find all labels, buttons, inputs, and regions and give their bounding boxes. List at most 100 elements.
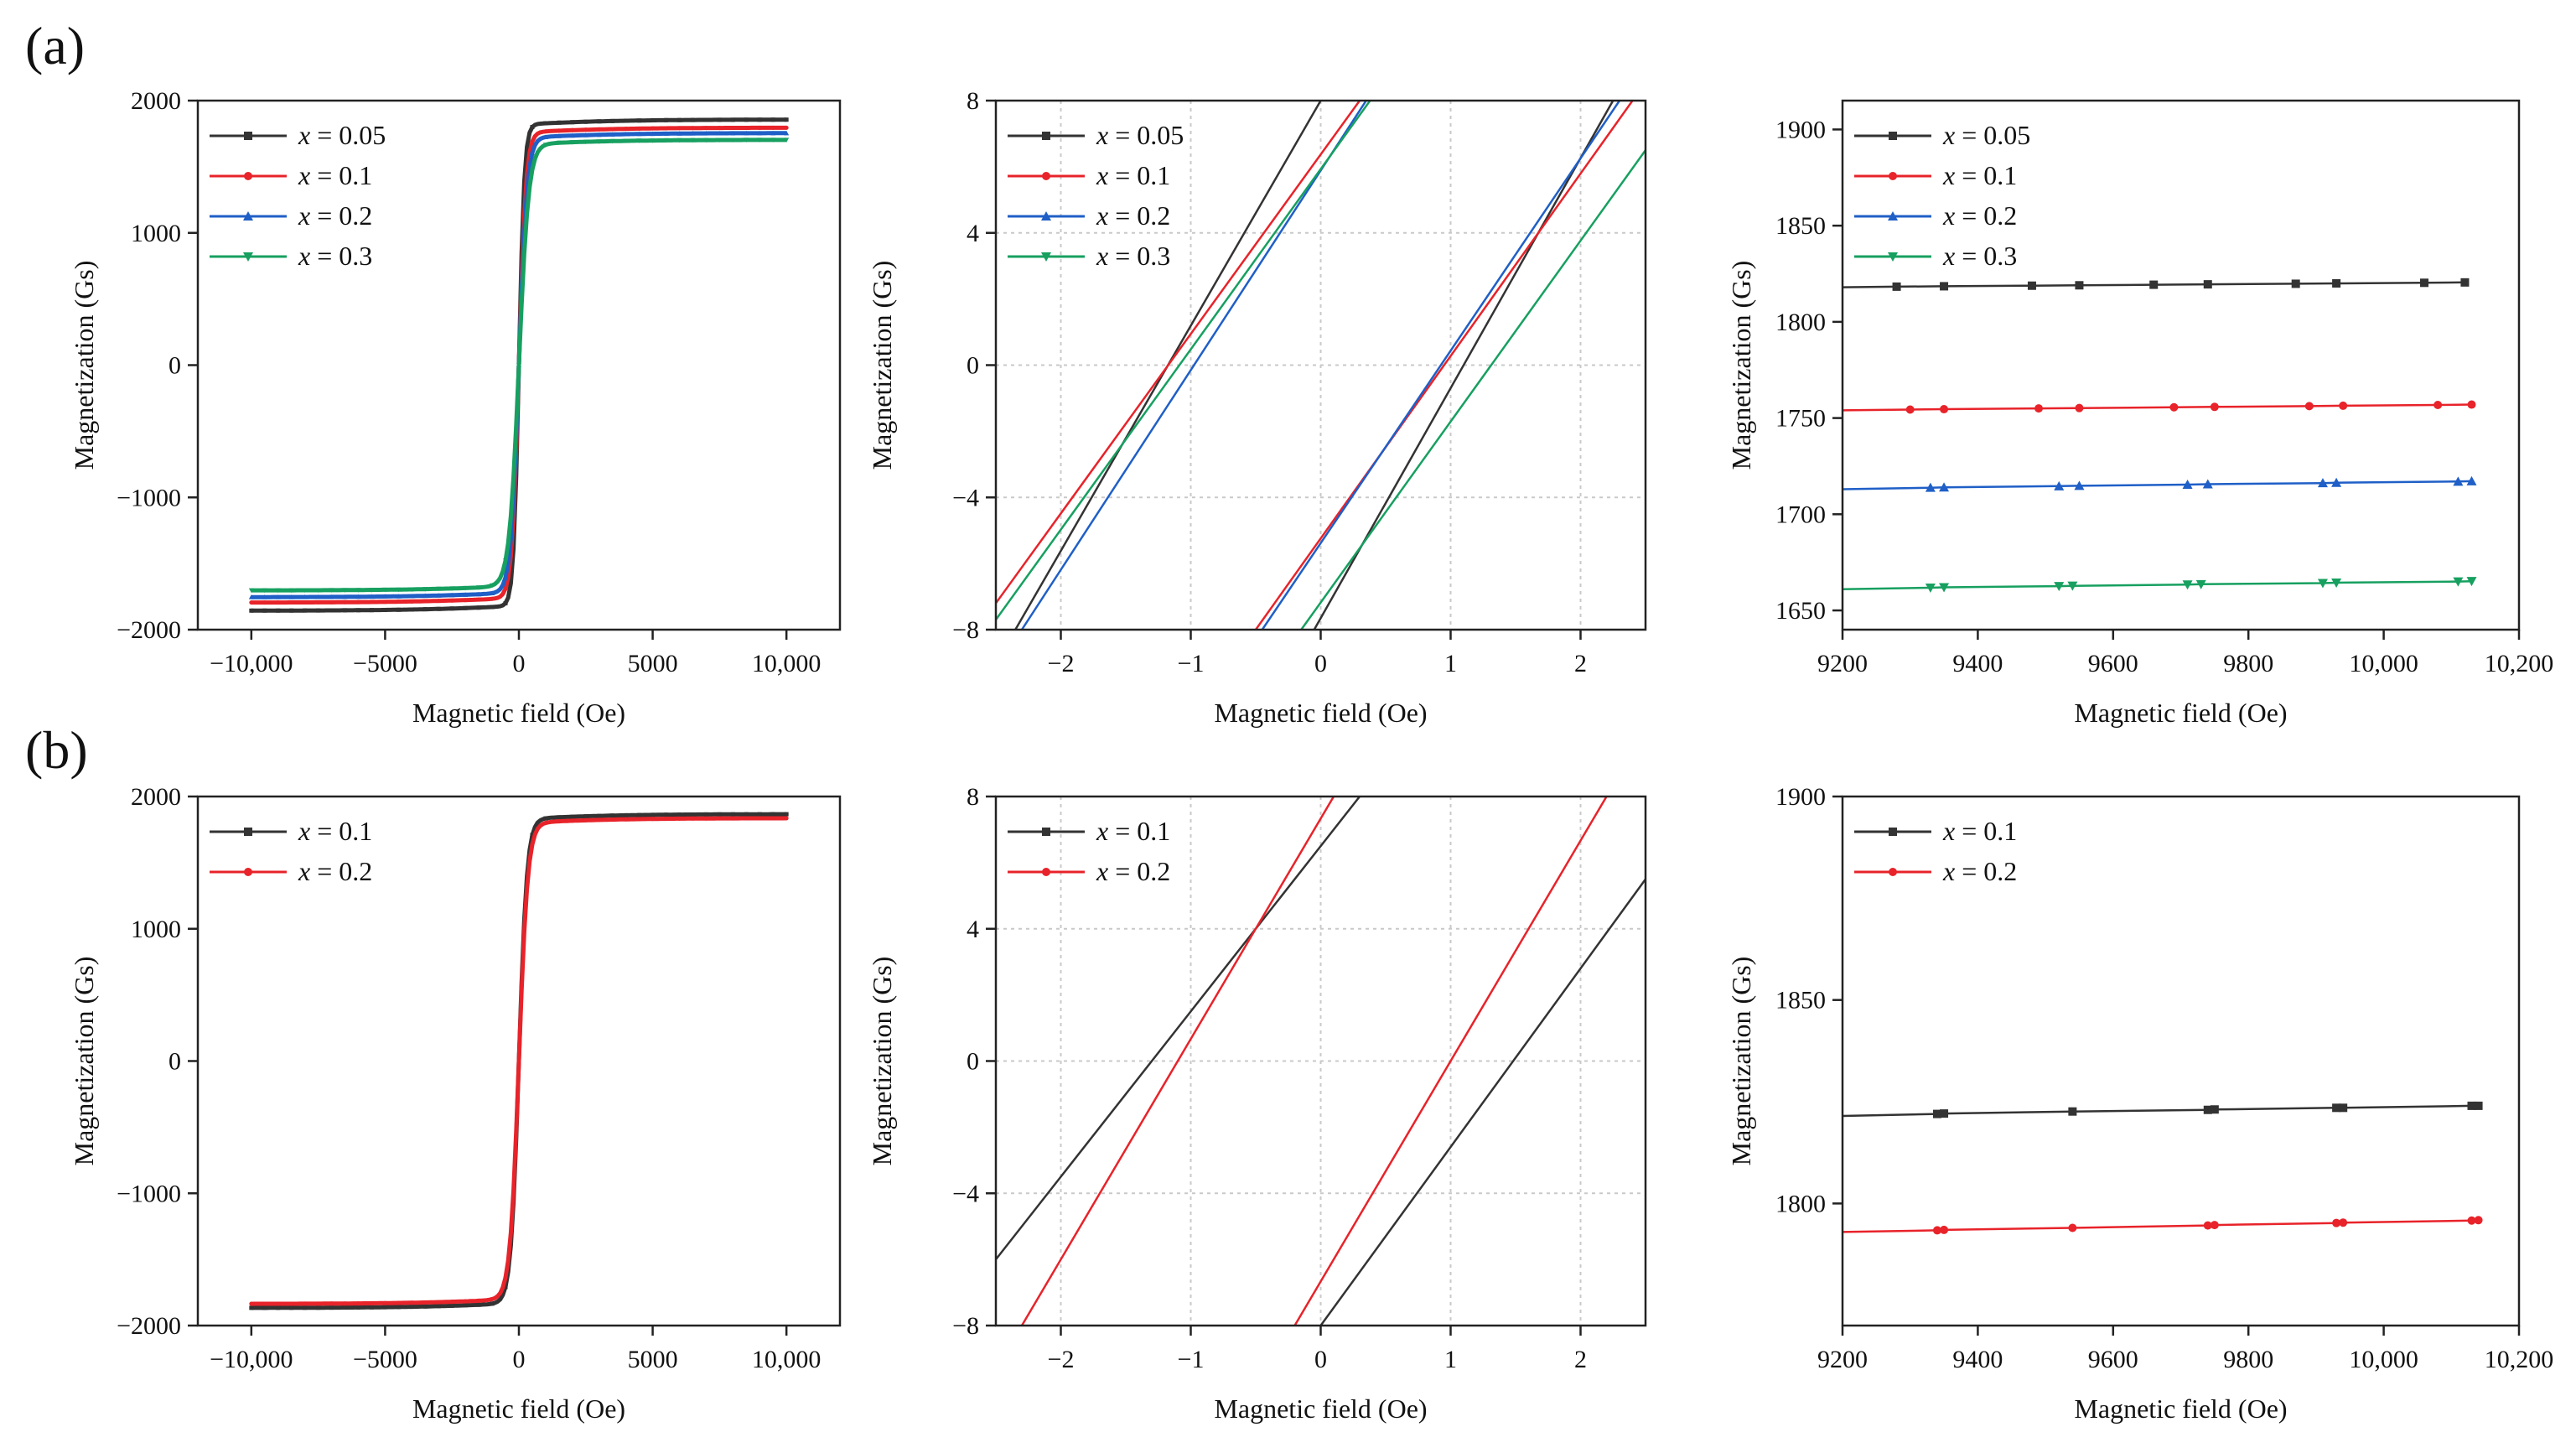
x-axis-title: Magnetic field (Oe): [1214, 1393, 1427, 1424]
data-point: [449, 592, 455, 598]
data-point: [329, 599, 334, 605]
data-point: [757, 816, 762, 821]
series-x0.1: [996, 797, 1646, 1326]
data-point: [703, 812, 708, 817]
legend-label: x = 0.1: [1096, 160, 1170, 190]
data-point: [303, 599, 308, 605]
legend-marker: [1889, 868, 1897, 876]
data-point: [2203, 1221, 2212, 1230]
data-point: [249, 1305, 254, 1310]
data-point: [409, 607, 414, 612]
data-point: [650, 138, 656, 143]
y-tick-label: −4: [952, 1180, 979, 1207]
data-point: [1939, 482, 1950, 492]
legend: x = 0.1 x = 0.2: [1854, 816, 2017, 886]
x-tick-label: 9600: [2088, 650, 2138, 677]
data-point: [690, 131, 696, 136]
series-line: [1843, 480, 2472, 490]
data-point: [530, 139, 535, 144]
x-tick-label: −5000: [353, 650, 417, 677]
data-point: [784, 812, 789, 817]
y-tick-label: −8: [952, 616, 979, 644]
data-point: [556, 140, 562, 146]
data-point: [609, 138, 615, 144]
data-point: [703, 126, 708, 131]
legend-label: x = 0.2: [1942, 200, 2017, 231]
panel-label-a: (a): [25, 16, 86, 75]
data-point: [355, 594, 361, 599]
chart-a2: −2 −1 0 1 2 −8 −4 0 4 8 Magnetic field (Oe) Magneti…: [867, 87, 1647, 728]
data-point: [409, 1300, 414, 1305]
data-point: [744, 138, 749, 143]
legend-marker: [1042, 828, 1050, 836]
data-point: [369, 1300, 374, 1305]
data-point: [449, 598, 454, 603]
data-point: [770, 812, 775, 817]
data-point: [516, 1059, 521, 1063]
y-tick-label: 2000: [131, 87, 181, 115]
legend-label: x = 0.1: [298, 160, 372, 190]
x-tick-label: 10,000: [752, 1346, 822, 1373]
data-point: [530, 125, 535, 130]
series-x0.3: [248, 138, 790, 594]
x-tick-label: −10,000: [210, 1346, 293, 1373]
y-tick-label: −2000: [117, 1312, 181, 1340]
x-tick-label: 1: [1444, 1346, 1457, 1373]
data-point: [503, 1284, 508, 1290]
data-point: [449, 586, 455, 591]
data-point: [275, 588, 281, 594]
series-x0.1: [1843, 400, 2476, 414]
legend-label: x = 0.2: [1096, 856, 1170, 886]
data-point: [636, 138, 642, 143]
series-line: [1843, 579, 2472, 591]
data-point: [516, 363, 521, 368]
data-point: [449, 606, 454, 611]
data-point: [623, 132, 629, 137]
chart-b1: −10,000 −5000 0 5000 10,000 −2000 −1000 0 1000 20…: [69, 783, 842, 1424]
y-tick-label: 1800: [1775, 309, 1826, 336]
y-tick-label: 1800: [1775, 1190, 1826, 1217]
data-point: [2474, 1216, 2483, 1225]
data-point: [289, 1301, 294, 1306]
data-point: [276, 600, 281, 605]
data-point: [2068, 1223, 2077, 1232]
x-tick-label: 0: [1314, 650, 1327, 677]
y-axis-title: Magnetization (Gs): [867, 957, 897, 1166]
data-point: [770, 138, 776, 143]
x-axis-title: Magnetic field (Oe): [1214, 698, 1427, 728]
data-point: [557, 819, 562, 824]
data-point: [316, 599, 321, 605]
data-point: [597, 817, 602, 823]
data-point: [597, 119, 602, 124]
y-tick-label: 8: [967, 783, 979, 811]
data-point: [422, 607, 428, 612]
legend-label: x = 0.1: [298, 816, 372, 846]
data-point: [369, 1305, 374, 1310]
data-point: [784, 130, 790, 136]
data-point: [1932, 1109, 1941, 1118]
data-point: [744, 130, 749, 136]
plot-area: [1843, 1101, 2483, 1235]
data-point: [2054, 582, 2065, 592]
data-point: [637, 812, 642, 817]
data-point: [1932, 1226, 1941, 1235]
data-point: [624, 817, 629, 822]
data-point: [610, 817, 615, 823]
x-tick-label: 2: [1574, 1346, 1587, 1373]
legend-marker: [1889, 172, 1897, 180]
data-point: [303, 608, 308, 613]
data-point: [650, 817, 656, 822]
x-tick-label: −1: [1178, 650, 1205, 677]
data-point: [2332, 278, 2341, 288]
y-tick-label: −1000: [117, 1180, 181, 1207]
data-point: [744, 117, 749, 122]
data-point: [730, 117, 735, 122]
data-point: [1905, 405, 1915, 414]
data-point: [2195, 579, 2206, 589]
y-axis-title: Magnetization (Gs): [69, 261, 99, 470]
data-point: [302, 594, 308, 599]
data-point: [690, 816, 695, 821]
x-tick-label: 10,000: [2349, 650, 2418, 677]
data-point: [2467, 1101, 2476, 1110]
data-point: [784, 125, 789, 130]
